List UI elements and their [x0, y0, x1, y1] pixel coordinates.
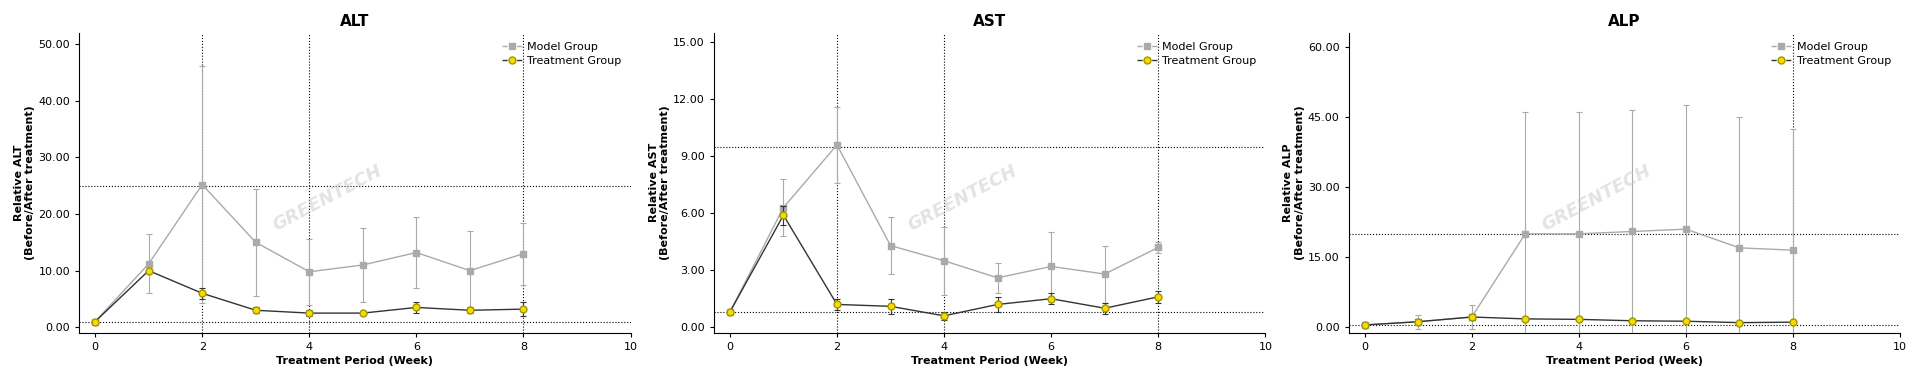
- Text: GREENTECH: GREENTECH: [905, 162, 1020, 234]
- Legend: Model Group, Treatment Group: Model Group, Treatment Group: [1767, 38, 1894, 70]
- Y-axis label: Relative ALP
(Before/After treatment): Relative ALP (Before/After treatment): [1283, 106, 1304, 260]
- Title: ALT: ALT: [340, 14, 369, 29]
- Y-axis label: Relative ALT
(Before/After treatment): Relative ALT (Before/After treatment): [13, 106, 35, 260]
- Legend: Model Group, Treatment Group: Model Group, Treatment Group: [1133, 38, 1260, 70]
- X-axis label: Treatment Period (Week): Treatment Period (Week): [1546, 356, 1702, 366]
- Legend: Model Group, Treatment Group: Model Group, Treatment Group: [499, 38, 624, 70]
- X-axis label: Treatment Period (Week): Treatment Period (Week): [911, 356, 1068, 366]
- Text: GREENTECH: GREENTECH: [269, 162, 384, 234]
- Title: AST: AST: [972, 14, 1007, 29]
- Text: GREENTECH: GREENTECH: [1539, 162, 1654, 234]
- X-axis label: Treatment Period (Week): Treatment Period (Week): [277, 356, 434, 366]
- Y-axis label: Relative AST
(Before/After treatment): Relative AST (Before/After treatment): [649, 106, 670, 260]
- Title: ALP: ALP: [1608, 14, 1641, 29]
